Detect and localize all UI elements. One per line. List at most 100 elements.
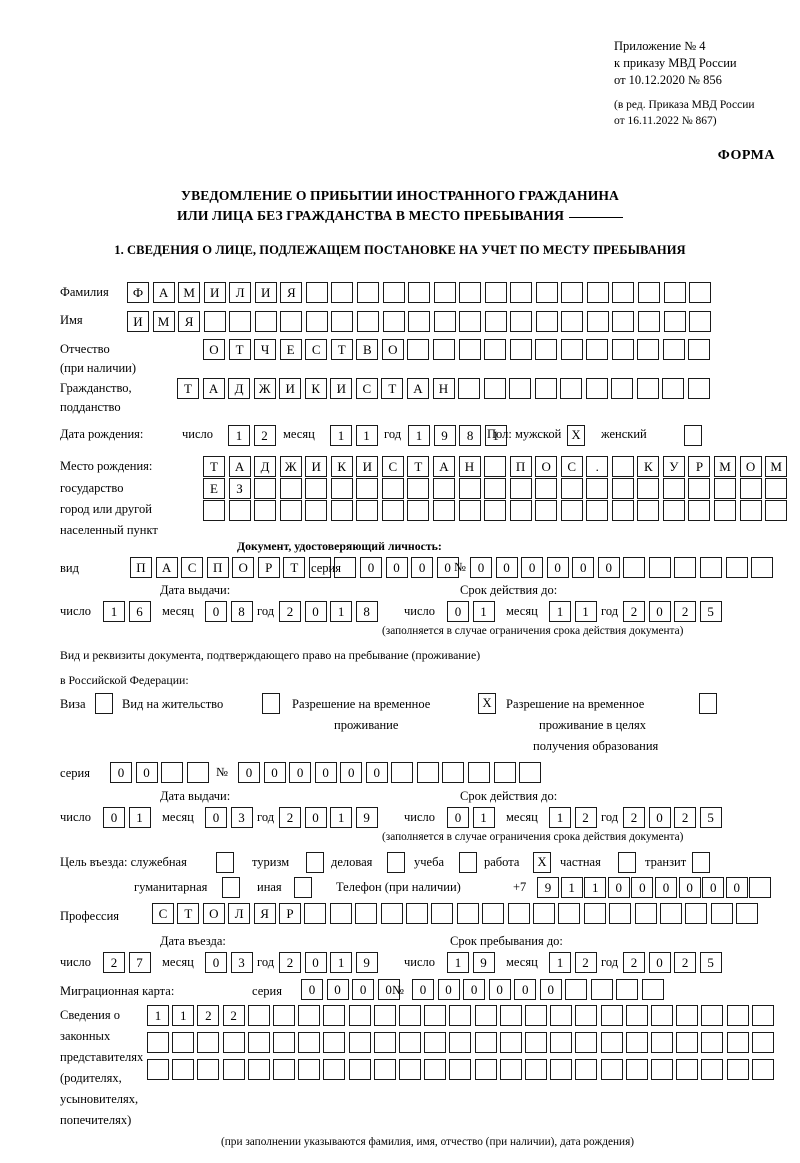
legal-rep-row2-cell[interactable] bbox=[499, 1032, 522, 1053]
legal-rep-row1-cell[interactable] bbox=[373, 1005, 396, 1026]
birthplace-row3-cell[interactable] bbox=[432, 500, 455, 521]
entry-month-cell[interactable]: 0 bbox=[205, 952, 227, 973]
legal-rep-row2-cell[interactable] bbox=[424, 1032, 447, 1053]
entry-year-cell[interactable]: 9 bbox=[355, 952, 378, 973]
surname-cell[interactable] bbox=[638, 282, 660, 303]
birth-year-cell[interactable]: 1 bbox=[408, 425, 430, 446]
doc-issue-year-cell[interactable]: 8 bbox=[355, 601, 378, 622]
citizenship-cell[interactable] bbox=[662, 378, 685, 399]
legal-rep-row3-cell[interactable] bbox=[247, 1059, 270, 1080]
doc-series-cell[interactable]: 0 bbox=[436, 557, 459, 578]
firstname-cell[interactable] bbox=[484, 311, 507, 332]
entry-year-cell[interactable]: 1 bbox=[330, 952, 353, 973]
legal-rep-row2-cell[interactable] bbox=[676, 1032, 699, 1053]
purpose-service-checkbox[interactable] bbox=[216, 852, 234, 873]
phone-number-cell[interactable]: 0 bbox=[725, 877, 748, 898]
legal-rep-row1-cell[interactable] bbox=[273, 1005, 295, 1026]
profession-cell[interactable] bbox=[355, 903, 378, 924]
surname-cell[interactable]: Л bbox=[229, 282, 252, 303]
birthplace-row3-cell[interactable] bbox=[254, 500, 277, 521]
birthplace-row1-cell[interactable]: Н bbox=[458, 456, 481, 477]
doc-number-cell[interactable] bbox=[648, 557, 671, 578]
doc-number-cell[interactable] bbox=[725, 557, 748, 578]
birthplace-row2-cell[interactable] bbox=[330, 478, 353, 499]
birthplace-row1-cell[interactable]: Р bbox=[688, 456, 711, 477]
profession-cell[interactable] bbox=[736, 903, 759, 924]
legal-rep-row2-cell[interactable] bbox=[625, 1032, 648, 1053]
patronymic-cell[interactable] bbox=[535, 339, 558, 360]
citizenship-cell[interactable]: К bbox=[304, 378, 327, 399]
sex-male-checkbox[interactable]: X bbox=[567, 425, 585, 446]
legal-rep-row3-cell[interactable] bbox=[726, 1059, 749, 1080]
stay-year-cell[interactable]: 0 bbox=[648, 952, 671, 973]
citizenship-cell[interactable]: Д bbox=[228, 378, 251, 399]
birth-month-cell[interactable]: 1 bbox=[330, 425, 352, 446]
doc-number-cell[interactable]: 0 bbox=[495, 557, 518, 578]
entry-day-cell[interactable]: 2 bbox=[103, 952, 125, 973]
legal-rep-row1-cell[interactable]: 2 bbox=[197, 1005, 220, 1026]
legal-rep-row3-cell[interactable] bbox=[701, 1059, 724, 1080]
patronymic-cell[interactable]: В bbox=[356, 339, 379, 360]
legal-rep-row2-cell[interactable] bbox=[222, 1032, 245, 1053]
doc-issue-day-cell[interactable]: 1 bbox=[103, 601, 125, 622]
profession-cell[interactable] bbox=[583, 903, 606, 924]
legal-rep-row1-cell[interactable] bbox=[525, 1005, 547, 1026]
patronymic-cell[interactable]: С bbox=[305, 339, 328, 360]
doc-kind-cell[interactable]: П bbox=[130, 557, 152, 578]
permit-issue-month-cell[interactable]: 0 bbox=[205, 807, 227, 828]
legal-rep-row1-cell[interactable] bbox=[474, 1005, 497, 1026]
birthplace-row1-cell[interactable]: М bbox=[714, 456, 736, 477]
permit-valid-year-cell[interactable]: 5 bbox=[699, 807, 722, 828]
firstname-cell[interactable] bbox=[356, 311, 379, 332]
stay-month-cell[interactable]: 2 bbox=[574, 952, 597, 973]
citizenship-cell[interactable] bbox=[585, 378, 608, 399]
birthplace-row2-cell[interactable] bbox=[458, 478, 481, 499]
mcard-series-cell[interactable]: 0 bbox=[377, 979, 400, 1000]
permit-issue-year-cell[interactable]: 0 bbox=[304, 807, 327, 828]
legal-rep-row2-cell[interactable] bbox=[550, 1032, 573, 1053]
stay-year-cell[interactable]: 2 bbox=[674, 952, 697, 973]
legal-rep-row1-cell[interactable] bbox=[600, 1005, 623, 1026]
legal-rep-row3-cell[interactable] bbox=[323, 1059, 346, 1080]
patronymic-cell[interactable]: О bbox=[381, 339, 404, 360]
firstname-cell[interactable]: И bbox=[127, 311, 149, 332]
purpose-tourism-checkbox[interactable] bbox=[306, 852, 324, 873]
birthplace-row1-cell[interactable]: П bbox=[509, 456, 532, 477]
birthplace-row3-cell[interactable] bbox=[688, 500, 711, 521]
mcard-number-cell[interactable]: 0 bbox=[412, 979, 434, 1000]
phone-number-cell[interactable]: 0 bbox=[678, 877, 701, 898]
profession-cell[interactable] bbox=[685, 903, 708, 924]
birthplace-row2-cell[interactable] bbox=[254, 478, 277, 499]
permit-valid-day-cell[interactable]: 1 bbox=[472, 807, 495, 828]
birthplace-row2-cell[interactable] bbox=[560, 478, 583, 499]
doc-kind-cell[interactable]: С bbox=[181, 557, 204, 578]
surname-cell[interactable] bbox=[331, 282, 354, 303]
surname-cell[interactable] bbox=[510, 282, 533, 303]
birthplace-row1-cell[interactable]: У bbox=[662, 456, 685, 477]
stay-year-cell[interactable]: 2 bbox=[623, 952, 645, 973]
birthplace-row3-cell[interactable] bbox=[714, 500, 736, 521]
birthplace-row1-cell[interactable]: Т bbox=[203, 456, 225, 477]
patronymic-cell[interactable] bbox=[637, 339, 660, 360]
legal-rep-row3-cell[interactable] bbox=[676, 1059, 699, 1080]
legal-rep-row2-cell[interactable] bbox=[399, 1032, 421, 1053]
permit-number-cell[interactable]: 0 bbox=[263, 762, 286, 783]
phone-number-cell[interactable]: 0 bbox=[702, 877, 725, 898]
legal-rep-row1-cell[interactable] bbox=[751, 1005, 774, 1026]
profession-cell[interactable] bbox=[431, 903, 454, 924]
birthplace-row2-cell[interactable] bbox=[381, 478, 404, 499]
surname-cell[interactable] bbox=[433, 282, 456, 303]
legal-rep-row1-cell[interactable] bbox=[323, 1005, 346, 1026]
patronymic-cell[interactable] bbox=[484, 339, 507, 360]
legal-rep-row3-cell[interactable] bbox=[575, 1059, 598, 1080]
mcard-number-cell[interactable] bbox=[590, 979, 613, 1000]
firstname-cell[interactable]: Я bbox=[178, 311, 201, 332]
purpose-business-checkbox[interactable] bbox=[387, 852, 405, 873]
birthplace-row1-cell[interactable]: М bbox=[765, 456, 788, 477]
doc-kind-cell[interactable]: А bbox=[155, 557, 178, 578]
doc-kind-cell[interactable] bbox=[308, 557, 331, 578]
phone-number-cell[interactable]: 0 bbox=[655, 877, 677, 898]
citizenship-cell[interactable]: Т bbox=[381, 378, 404, 399]
permit-series-cell[interactable]: 0 bbox=[135, 762, 158, 783]
birthplace-row3-cell[interactable] bbox=[509, 500, 532, 521]
